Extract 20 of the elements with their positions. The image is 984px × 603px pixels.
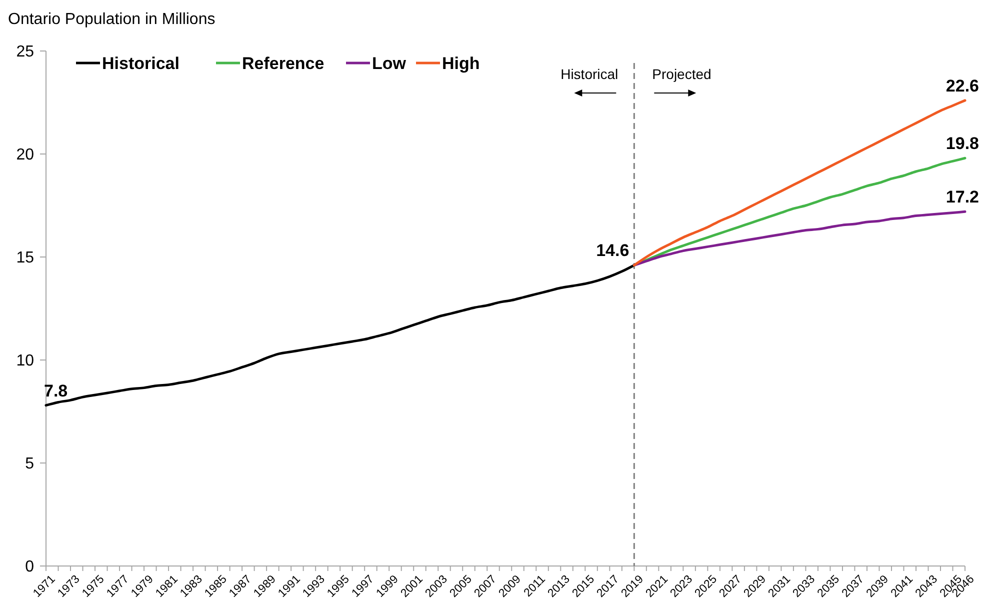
y-tick-label: 0 <box>25 558 34 576</box>
data-label: 7.8 <box>44 381 68 400</box>
y-tick-label: 25 <box>16 44 34 61</box>
annotation: Projected <box>652 66 712 82</box>
legend-label: High <box>442 54 480 73</box>
legend-label: Low <box>372 54 407 73</box>
data-label: 17.2 <box>946 188 979 207</box>
line-series <box>632 210 966 266</box>
line-series <box>44 264 636 407</box>
legend-label: Historical <box>102 54 180 73</box>
annotation: Historical <box>560 66 618 82</box>
chart-title: Ontario Population in Millions <box>8 11 216 28</box>
y-tick-label: 15 <box>16 250 34 267</box>
y-tick-label: 20 <box>16 146 34 164</box>
y-tick-label: 5 <box>25 456 34 473</box>
data-label: 14.6 <box>596 241 630 260</box>
data-label: 22.6 <box>946 76 979 96</box>
y-tick-label: 10 <box>16 352 34 370</box>
legend-label: Reference <box>242 54 324 73</box>
data-label: 19.8 <box>946 134 979 154</box>
